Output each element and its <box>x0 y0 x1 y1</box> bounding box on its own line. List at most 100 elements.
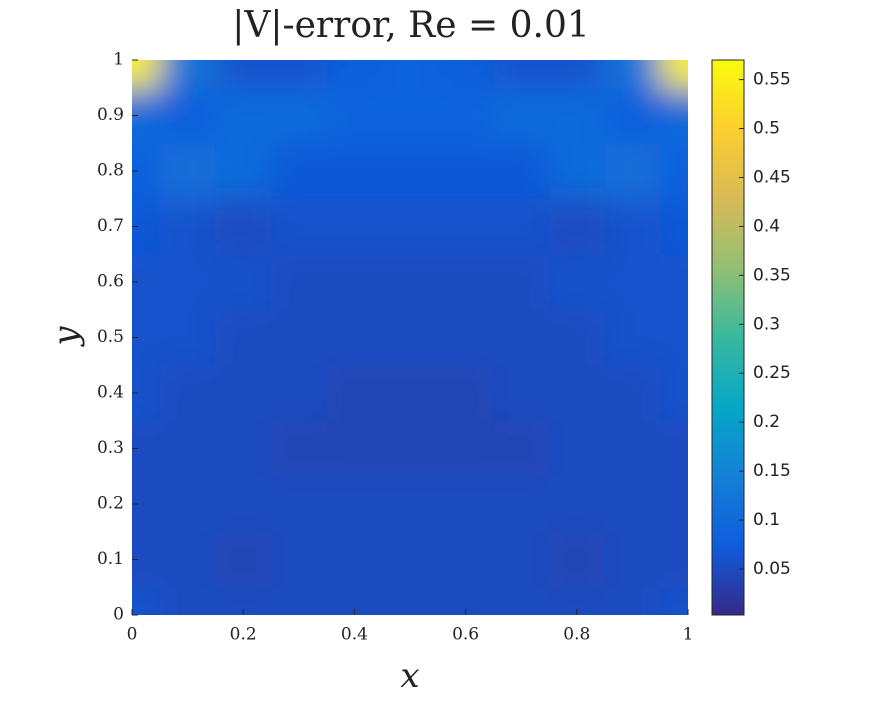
heatmap-cell <box>215 531 272 588</box>
heatmap-cell <box>326 87 383 144</box>
heatmap-cell <box>132 587 161 615</box>
heatmap-cell <box>437 60 494 89</box>
heatmap-cell <box>437 365 494 422</box>
heatmap-cell <box>271 476 328 533</box>
heatmap-cell <box>215 87 272 144</box>
heatmap-cell <box>604 365 661 422</box>
heatmap-cell <box>159 309 216 366</box>
heatmap-cell <box>271 60 328 89</box>
heatmap-cell <box>326 254 383 311</box>
heatmap-cell <box>437 143 494 200</box>
heatmap-cell <box>493 143 550 200</box>
y-tick-label: 0 <box>113 605 124 625</box>
heatmap-cell <box>159 531 216 588</box>
y-tick-label: 0.1 <box>97 549 124 569</box>
heatmap-cell <box>604 309 661 366</box>
heatmap-cell <box>604 531 661 588</box>
heatmap-cell <box>660 365 688 422</box>
heatmap-cell <box>159 365 216 422</box>
heatmap-cell <box>493 309 550 366</box>
heatmap-cell <box>326 531 383 588</box>
heatmap-cell <box>326 60 383 89</box>
heatmap-cells <box>132 60 688 615</box>
heatmap-cell <box>660 531 688 588</box>
heatmap-cell <box>549 198 606 255</box>
heatmap-cell <box>159 476 216 533</box>
heatmap <box>132 60 688 615</box>
heatmap-cell <box>159 143 216 200</box>
heatmap-cell <box>271 198 328 255</box>
heatmap-cell <box>159 87 216 144</box>
heatmap-cell <box>437 309 494 366</box>
heatmap-cell <box>326 365 383 422</box>
heatmap-cell <box>493 60 550 89</box>
heatmap-cell <box>437 476 494 533</box>
heatmap-cell <box>493 365 550 422</box>
heatmap-cell <box>437 420 494 477</box>
heatmap-cell <box>271 365 328 422</box>
colorbar-tick-label: 0.45 <box>753 167 791 187</box>
colorbar-tick-label: 0.25 <box>753 363 791 383</box>
heatmap-cell <box>660 198 688 255</box>
heatmap-cell <box>549 60 606 89</box>
heatmap-cell <box>215 198 272 255</box>
heatmap-cell <box>382 531 439 588</box>
heatmap-cell <box>660 254 688 311</box>
heatmap-cell <box>437 87 494 144</box>
heatmap-cell <box>382 309 439 366</box>
y-tick-label: 0.2 <box>97 494 124 514</box>
heatmap-cell <box>271 254 328 311</box>
heatmap-cell <box>604 420 661 477</box>
heatmap-cell <box>493 198 550 255</box>
heatmap-cell <box>271 531 328 588</box>
heatmap-cell <box>132 60 161 89</box>
heatmap-cell <box>604 476 661 533</box>
heatmap-cell <box>660 587 688 615</box>
heatmap-cell <box>549 87 606 144</box>
y-tick-label: 0.7 <box>97 216 124 236</box>
x-tick-label: 0.4 <box>341 625 368 645</box>
heatmap-cell <box>493 587 550 615</box>
heatmap-cell <box>604 254 661 311</box>
heatmap-cell <box>660 87 688 144</box>
heatmap-cell <box>159 420 216 477</box>
heatmap-cell <box>604 60 661 89</box>
heatmap-cell <box>326 309 383 366</box>
heatmap-cell <box>493 420 550 477</box>
heatmap-cell <box>382 87 439 144</box>
colorbar-tick-label: 0.4 <box>753 216 780 236</box>
heatmap-cell <box>271 309 328 366</box>
heatmap-cell <box>382 60 439 89</box>
x-tick-label: 1 <box>683 625 694 645</box>
axes: 0 0.2 0.4 0.6 0.8 1 0 0.1 0.2 0.3 0.4 0.5 0.6 0.7 0.8 0… <box>97 50 693 645</box>
y-tick-label: 0.9 <box>97 105 124 125</box>
colorbar-tick-label: 0.05 <box>753 559 791 579</box>
heatmap-cell <box>437 254 494 311</box>
colorbar-tick-label: 0.2 <box>753 412 780 432</box>
heatmap-cell <box>271 143 328 200</box>
heatmap-cell <box>326 476 383 533</box>
heatmap-cell <box>549 143 606 200</box>
colorbar-tick-label: 0.3 <box>753 314 780 334</box>
heatmap-cell <box>159 587 216 615</box>
heatmap-cell <box>604 587 661 615</box>
colorbar-tick-label: 0.1 <box>753 510 780 530</box>
x-tick-label: 0.2 <box>230 625 257 645</box>
heatmap-cell <box>437 531 494 588</box>
heatmap-cell <box>215 420 272 477</box>
heatmap-cell <box>382 587 439 615</box>
heatmap-cell <box>271 420 328 477</box>
x-tick-label: 0 <box>127 625 138 645</box>
heatmap-cell <box>549 420 606 477</box>
chart-title: |V|-error, Re = 0.01 <box>232 5 590 46</box>
heatmap-cell <box>382 254 439 311</box>
heatmap-cell <box>215 309 272 366</box>
heatmap-cell <box>382 476 439 533</box>
heatmap-cell <box>604 143 661 200</box>
heatmap-cell <box>326 198 383 255</box>
heatmap-cell <box>159 198 216 255</box>
x-tick-label: 0.8 <box>563 625 590 645</box>
heatmap-cell <box>493 87 550 144</box>
colorbar <box>711 59 745 616</box>
heatmap-cell <box>604 87 661 144</box>
